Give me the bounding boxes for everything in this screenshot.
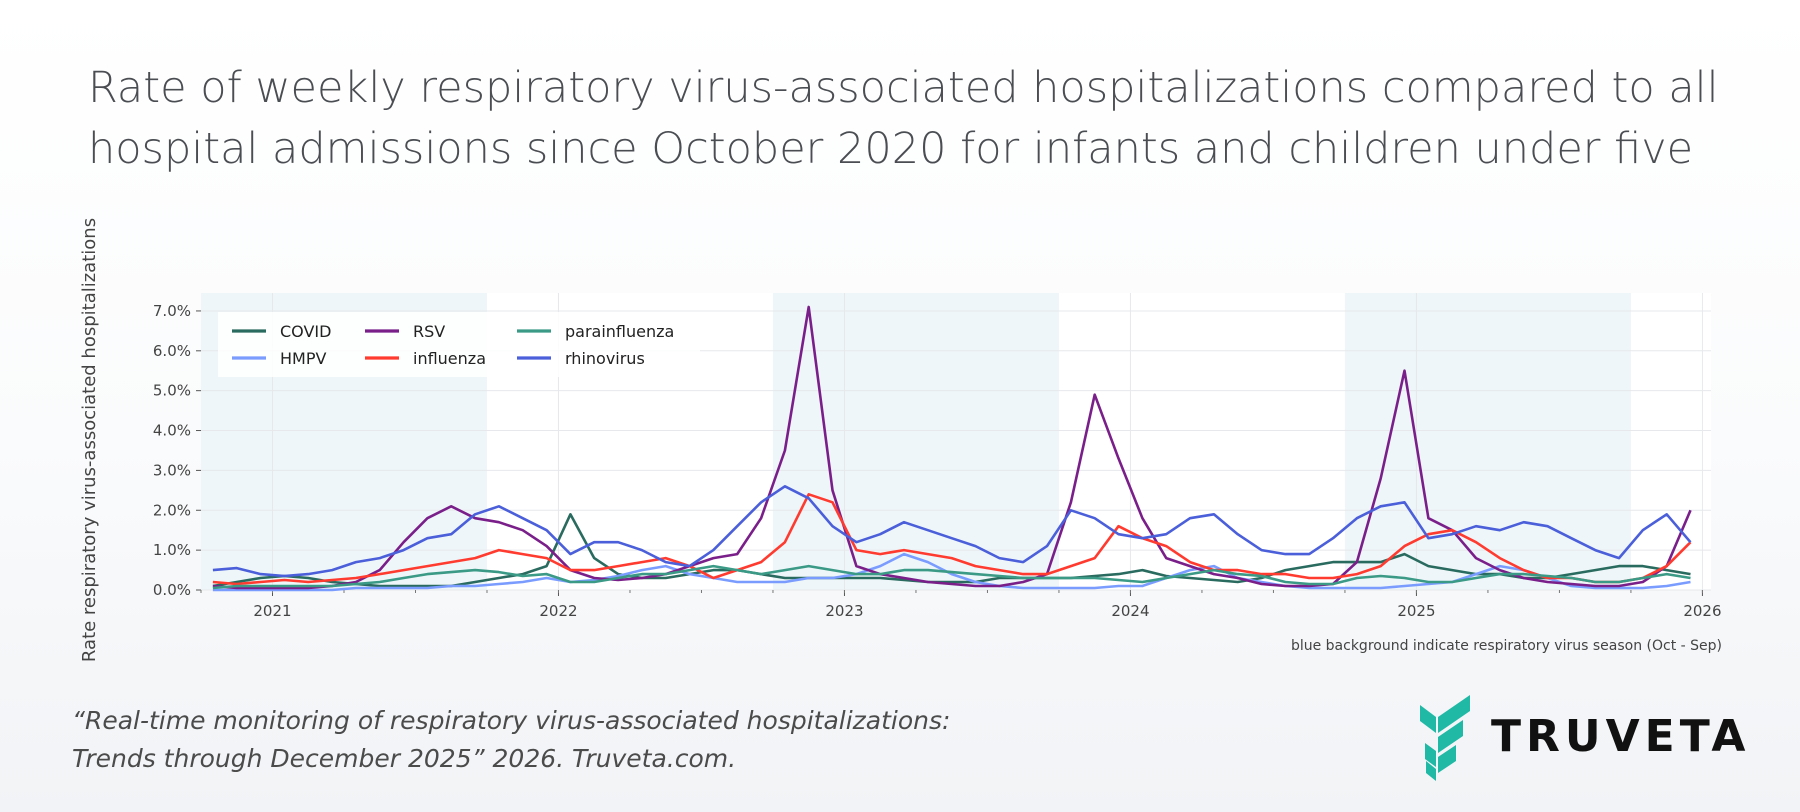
y-tick-label: 6.0% xyxy=(153,342,191,360)
chart-title: Rate of weekly respiratory virus-associa… xyxy=(88,63,1719,174)
series-line-rsv xyxy=(212,305,1692,590)
series-line-parainfluenza xyxy=(212,564,1691,590)
y-tick-label: 4.0% xyxy=(153,422,191,440)
x-tick-label: 2023 xyxy=(825,602,863,620)
legend-label-influenza: influenza xyxy=(413,349,486,368)
y-tick-label: 3.0% xyxy=(153,461,191,479)
y-tick-label: 5.0% xyxy=(153,382,191,400)
truveta-logo-icon xyxy=(1420,695,1470,781)
y-tick-label: 0.0% xyxy=(153,581,191,599)
y-tick-label: 1.0% xyxy=(153,541,191,559)
citation-line-1: “Real-time monitoring of respiratory vir… xyxy=(72,706,951,735)
season-shade xyxy=(1344,293,1631,590)
y-tick-label: 2.0% xyxy=(153,501,191,519)
legend-label-rsv: RSV xyxy=(413,322,445,341)
citation-line-2: Trends through December 2025” 2026. Truv… xyxy=(72,744,737,773)
legend-label-hmpv: HMPV xyxy=(280,349,326,368)
series-line-covid xyxy=(212,512,1691,588)
x-tick-label: 2026 xyxy=(1683,602,1721,620)
legend: COVID HMPV RSV influenza parainfluenza rhinov… xyxy=(218,312,700,377)
legend-box xyxy=(218,312,700,377)
y-tick-label: 7.0% xyxy=(153,302,191,320)
legend-label-parainfluenza: parainfluenza xyxy=(565,322,674,341)
x-tick-label: 2022 xyxy=(539,602,577,620)
season-note: blue background indicate respiratory vir… xyxy=(1291,638,1722,654)
truveta-logo: TRUVETA xyxy=(1418,693,1758,783)
x-tick-label: 2021 xyxy=(253,602,291,620)
legend-label-covid: COVID xyxy=(280,322,331,341)
x-tick-label: 2024 xyxy=(1111,602,1149,620)
series-line-influenza xyxy=(212,492,1692,586)
series-line-rhinovirus xyxy=(212,484,1692,578)
legend-label-rhinovirus: rhinovirus xyxy=(565,349,645,368)
y-axis-label: Rate respiratory virus-associated hospit… xyxy=(79,218,100,662)
citation: “Real-time monitoring of respiratory vir… xyxy=(72,702,950,778)
season-shade xyxy=(772,293,1059,590)
x-tick-label: 2025 xyxy=(1397,602,1435,620)
truveta-wordmark: TRUVETA xyxy=(1491,711,1751,762)
